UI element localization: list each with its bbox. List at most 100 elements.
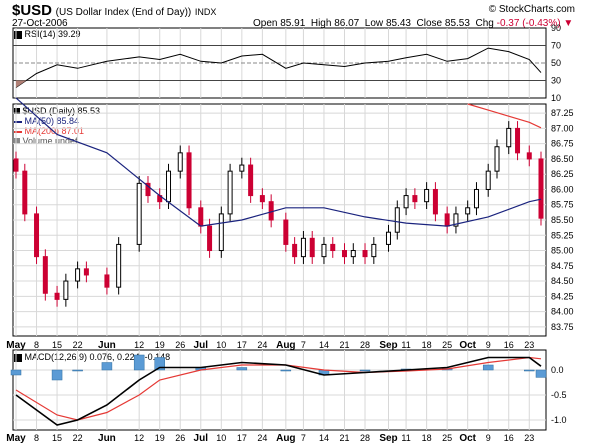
rsi-tick-label: 30 [551, 76, 561, 86]
low-value: 85.43 [385, 18, 411, 29]
rsi-tick-label: 70 [551, 41, 561, 51]
price-tick-label: 87.00 [551, 123, 574, 133]
price-tick-label: 84.00 [551, 307, 574, 317]
candle-body [412, 195, 418, 203]
rsi-tick-label: 10 [551, 93, 561, 103]
price-x-tick-label: 16 [504, 340, 514, 350]
candle-body [198, 207, 204, 227]
price-tick-label: 84.50 [551, 276, 574, 286]
macd-x-tick-label: Oct [459, 433, 476, 444]
candle-body [166, 170, 172, 203]
macd-histogram-bar [524, 369, 535, 372]
candle-body [75, 268, 81, 282]
macd-histogram-bar [10, 369, 22, 376]
rsi-line [15, 47, 542, 88]
macd-histogram-bar [482, 364, 494, 371]
price-x-tick-label: 28 [360, 340, 370, 350]
candle-body [465, 207, 471, 215]
chart-date: 27-Oct-2006 [12, 18, 68, 29]
macd-x-tick-label: 11 [401, 433, 410, 443]
price-x-tick-label: 26 [175, 340, 185, 350]
macd-x-tick-label: 19 [155, 433, 165, 443]
price-x-tick-label: 8 [34, 340, 39, 350]
candle-body [515, 127, 521, 154]
candle-body [218, 213, 224, 252]
price-tick-label: 85.25 [551, 230, 574, 240]
index-name: (US Dollar Index (End of Day)) [55, 7, 192, 18]
macd-x-tick-label: 25 [442, 433, 452, 443]
legend-ma50: MA(50) 85.84 [24, 116, 80, 126]
price-x-tick-label: Jul [194, 340, 209, 351]
price-x-tick-label: 18 [422, 340, 432, 350]
watermark: © StockCharts.com [488, 4, 575, 15]
macd-panel-frame [12, 349, 547, 431]
macd-histogram-bar [72, 369, 83, 372]
candle-body [473, 188, 479, 209]
price-x-tick-label: Sep [379, 340, 397, 351]
ohlc-line: Open 85.91 High 86.07 Low 85.43 Close 85… [253, 18, 574, 29]
price-tick-label: 87.25 [551, 108, 574, 118]
rsi-title: RSI(14) 39.29 [24, 29, 81, 39]
candle-body [83, 268, 89, 276]
macd-histogram-bar [535, 369, 547, 378]
candle-body [444, 213, 450, 227]
macd-tick-label: -1.0 [551, 415, 567, 425]
macd-signal-line [15, 356, 542, 421]
candle-body [63, 280, 69, 300]
close-value: 85.53 [444, 18, 470, 29]
macd-legend: MACD(12,26,9) 0.076, 0.224, -0.148 [14, 352, 170, 362]
macd-histogram-bar [318, 369, 330, 376]
ma200-swatch-icon [14, 130, 22, 133]
macd-tick-label: 0.0 [551, 365, 564, 375]
macd-x-tick-label: 21 [339, 433, 349, 443]
macd-x-tick-label: 15 [52, 433, 62, 443]
macd-histogram-bar [359, 369, 371, 372]
macd-histogram-bar [441, 368, 453, 371]
candle-body [145, 182, 151, 197]
candle-body [116, 243, 122, 288]
candle-body [292, 243, 298, 258]
high-value: 86.07 [334, 18, 360, 29]
macd-histogram-bar [400, 368, 412, 371]
candle-body [432, 188, 438, 215]
price-x-tick-label: 12 [134, 340, 144, 350]
candle-body [259, 195, 265, 203]
legend-price: $USD (Daily) 85.53 [22, 106, 101, 116]
candle-body [227, 170, 233, 215]
candle-body [207, 225, 213, 252]
price-x-tick-label: 23 [524, 340, 534, 350]
candle-body [136, 182, 142, 245]
legend-ma200: MA(200) 87.01 [24, 126, 85, 136]
price-tick-label: 86.75 [551, 139, 574, 149]
candle-body [394, 207, 400, 233]
candle-body [485, 170, 491, 190]
macd-x-tick-label: 7 [301, 433, 306, 443]
price-tick-label: 86.50 [551, 154, 574, 164]
macd-histogram-bar [51, 369, 63, 381]
candle-body [424, 188, 430, 203]
price-tick-label: 86.25 [551, 169, 574, 179]
price-tick-label: 84.75 [551, 261, 574, 271]
candle-body [42, 256, 48, 294]
candle-body [453, 213, 459, 227]
price-tick-label: 85.75 [551, 200, 574, 210]
macd-x-tick-label: 10 [216, 433, 226, 443]
candle-body [268, 201, 274, 221]
price-legend: $USD (Daily) 85.53 MA(50) 85.84 MA(200) … [14, 106, 100, 146]
price-x-tick-label: 24 [257, 340, 267, 350]
candle-body [350, 250, 356, 258]
candle-body [186, 152, 192, 209]
macd-x-tick-label: Jun [98, 433, 116, 444]
macd-x-tick-label: May [6, 433, 26, 444]
macd-swatch-icon [14, 353, 22, 362]
candle-body [371, 243, 377, 258]
open-value: 85.91 [280, 18, 306, 29]
macd-tick-label: -0.5 [551, 390, 567, 400]
macd-x-tick-label: 16 [504, 433, 514, 443]
rsi-swatch-icon [14, 30, 22, 39]
macd-x-tick-label: 18 [422, 433, 432, 443]
candle-body [239, 164, 245, 172]
ma50-swatch-icon [14, 120, 22, 123]
candle-body [34, 213, 40, 258]
price-x-tick-label: Oct [459, 340, 476, 351]
